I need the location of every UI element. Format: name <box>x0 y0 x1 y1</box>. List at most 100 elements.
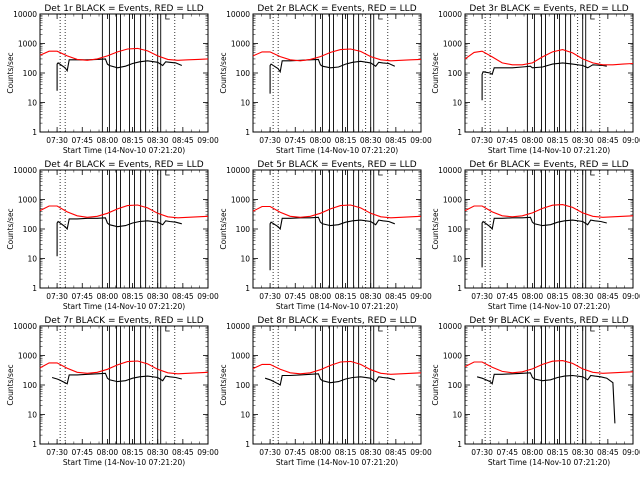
y-tick-label: 10 <box>27 411 37 420</box>
y-tick-label: 100 <box>23 69 38 78</box>
x-tick-label: 08:45 <box>597 136 619 145</box>
series-lld-line <box>252 48 422 62</box>
y-tick-label: 100 <box>448 381 463 390</box>
y-tick-label: 10000 <box>226 166 250 175</box>
x-tick-label: 08:30 <box>572 448 594 457</box>
x-tick-label: 08:30 <box>360 136 382 145</box>
y-axis-label: Counts/sec <box>431 364 440 405</box>
x-tick-label: 08:45 <box>172 448 194 457</box>
x-tick-label: 08:00 <box>522 136 544 145</box>
x-tick-label: 08:00 <box>97 448 119 457</box>
x-tick-label: 08:45 <box>597 448 619 457</box>
x-tick-label: 08:15 <box>335 136 357 145</box>
y-tick-label: 10000 <box>438 10 462 19</box>
plot-title: Det 6r BLACK = Events, RED = LLD <box>469 160 628 170</box>
y-tick-label: 1000 <box>443 352 462 361</box>
y-tick-label: 1000 <box>231 196 250 205</box>
x-tick-label: 08:45 <box>172 136 194 145</box>
x-axis-label: Start Time (14-Nov-10 07:21:20) <box>488 458 610 467</box>
x-tick-label: 09:00 <box>410 136 432 145</box>
marker-bracket <box>165 326 170 332</box>
panel-det-8: Det 8r BLACK = Events, RED = LLD 1 10 100 10… <box>219 316 432 467</box>
x-tick-label: 08:45 <box>385 448 407 457</box>
y-tick-label: 10 <box>452 411 462 420</box>
plot-title: Det 9r BLACK = Events, RED = LLD <box>469 316 628 326</box>
x-tick-label: 07:45 <box>284 292 306 301</box>
y-tick-label: 10000 <box>226 322 250 331</box>
plot-frame <box>252 13 422 133</box>
x-tick-label: 07:30 <box>471 136 493 145</box>
x-tick-label: 08:00 <box>522 448 544 457</box>
series-events-line <box>51 372 182 385</box>
x-tick-label: 08:45 <box>385 136 407 145</box>
y-tick-label: 1000 <box>231 40 250 49</box>
x-tick-label: 08:00 <box>310 448 332 457</box>
x-axis-label: Start Time (14-Nov-10 07:21:20) <box>63 458 185 467</box>
y-axis-label: Counts/sec <box>6 52 15 93</box>
plot-frame <box>252 325 422 445</box>
x-tick-label: 08:45 <box>172 292 194 301</box>
x-tick-label: 08:15 <box>547 448 569 457</box>
y-tick-label: 1000 <box>18 352 37 361</box>
x-tick-label: 07:45 <box>284 448 306 457</box>
x-tick-label: 07:30 <box>259 448 281 457</box>
x-tick-label: 09:00 <box>410 292 432 301</box>
x-tick-label: 09:00 <box>410 448 432 457</box>
panel-det-4: Det 4r BLACK = Events, RED = LLD 1 10 100 10… <box>6 160 219 311</box>
series-lld-line <box>39 47 209 61</box>
x-tick-label: 08:30 <box>360 292 382 301</box>
plot-title: Det 8r BLACK = Events, RED = LLD <box>257 316 416 326</box>
x-tick-label: 08:30 <box>572 136 594 145</box>
x-axis-label: Start Time (14-Nov-10 07:21:20) <box>63 146 185 155</box>
y-tick-label: 1 <box>457 128 462 137</box>
y-tick-label: 10000 <box>13 10 37 19</box>
plot-frame <box>464 169 634 289</box>
y-tick-label: 1 <box>457 284 462 293</box>
x-tick-label: 07:30 <box>46 136 68 145</box>
x-tick-label: 08:45 <box>385 292 407 301</box>
y-tick-label: 100 <box>236 225 251 234</box>
x-tick-label: 08:00 <box>310 136 332 145</box>
y-tick-label: 1000 <box>443 40 462 49</box>
x-axis-label: Start Time (14-Nov-10 07:21:20) <box>276 302 398 311</box>
x-tick-label: 07:30 <box>471 448 493 457</box>
y-axis-label: Counts/sec <box>6 208 15 249</box>
y-tick-label: 10 <box>240 411 250 420</box>
y-tick-label: 1 <box>32 440 37 449</box>
y-tick-label: 1000 <box>443 196 462 205</box>
x-tick-label: 08:45 <box>597 292 619 301</box>
series-events-line <box>269 58 396 94</box>
y-tick-label: 100 <box>23 225 38 234</box>
y-tick-label: 100 <box>236 381 251 390</box>
series-lld-line <box>252 204 422 219</box>
x-tick-label: 07:45 <box>71 136 93 145</box>
series-events-line <box>264 373 395 386</box>
plot-frame <box>39 325 209 445</box>
y-tick-label: 10000 <box>438 166 462 175</box>
y-axis-label: Counts/sec <box>219 364 228 405</box>
x-tick-label: 07:45 <box>496 292 518 301</box>
x-tick-label: 08:30 <box>147 448 169 457</box>
panel-det-2: Det 2r BLACK = Events, RED = LLD 1 10 100 10… <box>219 4 432 155</box>
series-lld-line <box>252 360 422 375</box>
y-tick-label: 1 <box>245 440 250 449</box>
y-tick-label: 10000 <box>438 322 462 331</box>
x-tick-label: 09:00 <box>622 292 640 301</box>
series-events-line <box>269 216 395 271</box>
x-tick-label: 08:15 <box>335 448 357 457</box>
x-tick-label: 07:30 <box>46 448 68 457</box>
y-tick-label: 1000 <box>18 40 37 49</box>
x-tick-label: 08:00 <box>97 292 119 301</box>
y-tick-label: 1000 <box>18 196 37 205</box>
y-tick-label: 1 <box>32 128 37 137</box>
panel-det-3: Det 3r BLACK = Events, RED = LLD 1 10 100 10… <box>431 4 640 155</box>
y-axis-label: Counts/sec <box>219 208 228 249</box>
y-axis-label: Counts/sec <box>431 52 440 93</box>
x-tick-label: 07:45 <box>71 448 93 457</box>
y-tick-label: 100 <box>23 381 38 390</box>
y-tick-label: 10 <box>27 99 37 108</box>
y-axis-label: Counts/sec <box>219 52 228 93</box>
x-axis-label: Start Time (14-Nov-10 07:21:20) <box>276 458 398 467</box>
series-lld-line <box>39 360 209 375</box>
